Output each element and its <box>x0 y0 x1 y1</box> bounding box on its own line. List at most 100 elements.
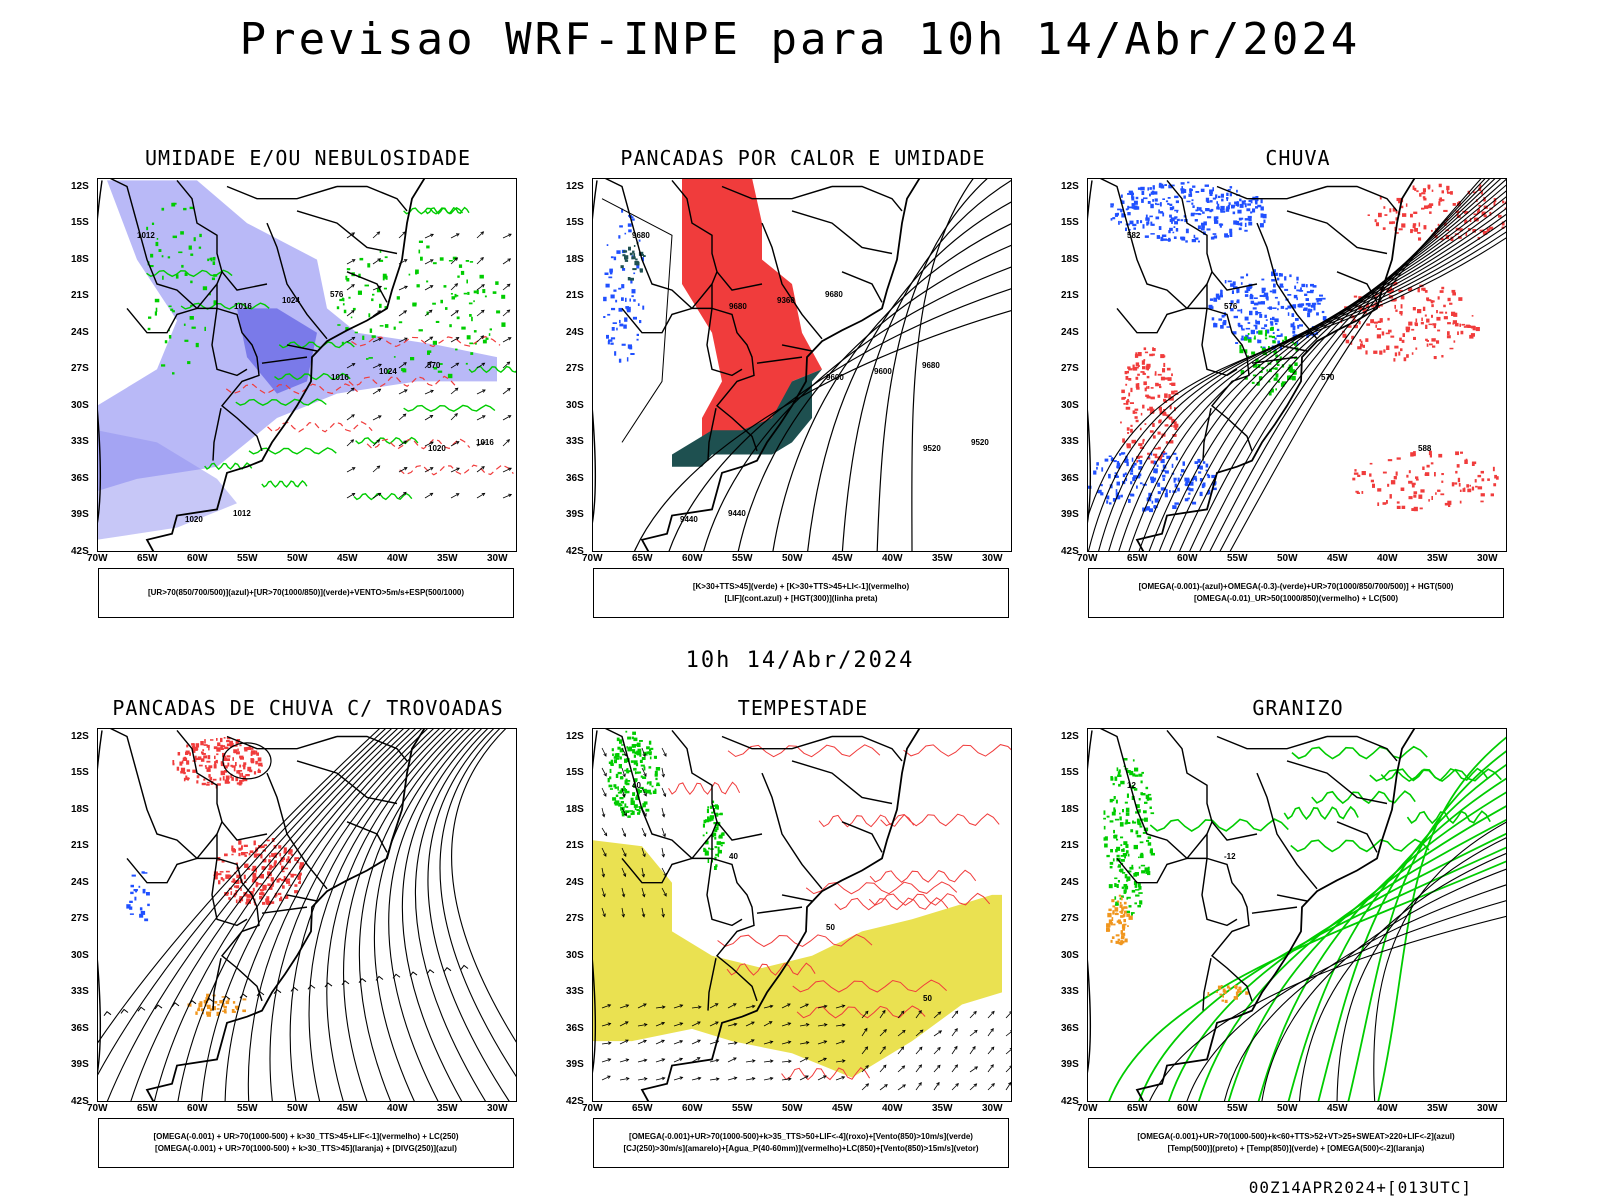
contour-label: 9680 <box>729 302 747 311</box>
lat-tick-label: 33S <box>566 436 584 448</box>
lat-tick-label: 42S <box>1061 546 1079 557</box>
lat-tick-label: 36S <box>71 1022 89 1034</box>
legend-line: [CJ(250)>30m/s](amarelo)+[Agua_P(40-60mm… <box>623 1144 979 1153</box>
lon-tick-label: 60W <box>1177 1103 1198 1114</box>
lat-tick-label: 15S <box>566 217 584 229</box>
lat-tick-label: 24S <box>566 876 584 888</box>
map-panel-pancadas-calor: 9680 9680 9600 9520 9440 9360 9600 9520 9440 9680… <box>592 178 1012 552</box>
lon-tick-label: 55W <box>732 1103 753 1114</box>
lon-tick-label: 40W <box>1377 553 1398 564</box>
lon-tick-label: 35W <box>932 1103 953 1114</box>
lon-tick-label: 45W <box>337 553 358 564</box>
lat-tick-label: 36S <box>71 472 89 484</box>
map-panel-granizo: 12 -12 <box>1087 728 1507 1102</box>
lat-tick-label: 39S <box>566 1059 584 1071</box>
lon-tick-label: 45W <box>1327 553 1348 564</box>
contour-label: 9680 <box>632 231 650 240</box>
lat-tick-label: 27S <box>71 363 89 375</box>
lat-tick-label: 24S <box>71 876 89 888</box>
lon-tick-label: 70W <box>1077 553 1098 564</box>
lat-tick-label: 24S <box>1061 326 1079 338</box>
lat-tick-label: 36S <box>1061 472 1079 484</box>
lat-tick-label: 24S <box>566 326 584 338</box>
lat-tick-label: 36S <box>566 472 584 484</box>
mid-timestamp: 10h 14/Abr/2024 <box>685 648 915 673</box>
lat-tick-label: 18S <box>71 803 89 815</box>
lon-tick-label: 50W <box>782 553 803 564</box>
lon-tick-label: 40W <box>387 553 408 564</box>
lon-tick-label: 40W <box>387 1103 408 1114</box>
contour-label: 9520 <box>971 438 989 447</box>
contour-label: 9680 <box>825 290 843 299</box>
legend-line: [K>30+TTS>45](verde) + [K>30+TTS>45+LI<-… <box>692 582 910 591</box>
lat-tick-label: 21S <box>1061 840 1079 852</box>
contour-label: 12 <box>1127 781 1136 790</box>
lat-tick-label: 39S <box>1061 1059 1079 1071</box>
lat-tick-label: 18S <box>566 803 584 815</box>
lon-tick-label: 65W <box>632 1103 653 1114</box>
lon-tick-label: 35W <box>932 553 953 564</box>
lon-tick-label: 65W <box>1127 553 1148 564</box>
lat-tick-label: 30S <box>1061 949 1079 961</box>
contour-label: 1016 <box>476 438 494 447</box>
contour-label: 40 <box>632 781 641 790</box>
map-panel-pancadas-trovoadas <box>97 728 517 1102</box>
legend-pancadas-trovoadas: [OMEGA(-0.001) + UR>70(1000-500) + k>30_… <box>98 1118 514 1168</box>
lat-tick-label: 30S <box>1061 399 1079 411</box>
lon-tick-label: 55W <box>237 553 258 564</box>
lat-tick-label: 33S <box>1061 986 1079 998</box>
map-graphic-tempestade: 40 40 50 50 <box>592 728 1012 1102</box>
lat-tick-label: 12S <box>566 180 584 192</box>
contour-label: 9360 <box>777 296 795 305</box>
contour-label: 1012 <box>233 509 251 518</box>
lon-tick-label: 65W <box>137 553 158 564</box>
contour-label: 9680 <box>922 361 940 370</box>
lat-tick-label: 21S <box>71 290 89 302</box>
contour-label: 582 <box>1127 231 1141 240</box>
lat-tick-label: 21S <box>1061 290 1079 302</box>
contour-label: -12 <box>1224 852 1236 861</box>
lon-tick-label: 70W <box>1077 1103 1098 1114</box>
legend-granizo: [OMEGA(-0.001)+UR>70(1000-500)+k<60+TTS>… <box>1088 1118 1504 1168</box>
lon-tick-label: 35W <box>437 1103 458 1114</box>
contour-label: 1024 <box>379 367 397 376</box>
contour-label: 570 <box>1321 373 1335 382</box>
contour-label: 9520 <box>923 444 941 453</box>
lat-tick-label: 33S <box>1061 436 1079 448</box>
lat-tick-label: 15S <box>566 767 584 779</box>
legend-chuva: [OMEGA(-0.001)-(azul)+OMEGA(-0.3)-(verde… <box>1088 568 1504 618</box>
contour-label: 1016 <box>331 373 349 382</box>
lat-tick-label: 33S <box>566 986 584 998</box>
lon-tick-label: 55W <box>1227 553 1248 564</box>
contour-label: 1016 <box>234 302 252 311</box>
contour-label: 1020 <box>428 444 446 453</box>
lat-tick-label: 15S <box>71 217 89 229</box>
lat-tick-label: 15S <box>71 767 89 779</box>
lat-tick-label: 27S <box>71 913 89 925</box>
lat-tick-label: 24S <box>71 326 89 338</box>
lat-tick-label: 21S <box>566 840 584 852</box>
lat-tick-label: 12S <box>71 730 89 742</box>
legend-line: [OMEGA(-0.001) + UR>70(1000-500) + k>30_… <box>155 1144 457 1153</box>
lon-tick-label: 65W <box>632 553 653 564</box>
legend-line: [OMEGA(-0.001)-(azul)+OMEGA(-0.3)-(verde… <box>1138 582 1454 591</box>
lat-tick-label: 18S <box>1061 803 1079 815</box>
lon-tick-label: 50W <box>1277 1103 1298 1114</box>
lat-tick-label: 30S <box>71 949 89 961</box>
lon-tick-label: 60W <box>1177 553 1198 564</box>
lat-tick-label: 36S <box>1061 1022 1079 1034</box>
lon-tick-label: 50W <box>287 553 308 564</box>
lat-tick-label: 39S <box>71 509 89 521</box>
lat-tick-label: 30S <box>566 949 584 961</box>
lat-tick-label: 21S <box>566 290 584 302</box>
lat-tick-label: 24S <box>1061 876 1079 888</box>
lon-tick-label: 40W <box>882 553 903 564</box>
lat-tick-label: 15S <box>1061 767 1079 779</box>
lat-tick-label: 15S <box>1061 217 1079 229</box>
lat-tick-label: 42S <box>566 1096 584 1107</box>
lat-tick-label: 33S <box>71 986 89 998</box>
map-panel-chuva: 582 576 570 588 <box>1087 178 1507 552</box>
legend-umidade: [UR>70(850/700/500)](azul)+[UR>70(1000/8… <box>98 568 514 618</box>
legend-line: [OMEGA(-0.001)+UR>70(1000-500)+k<60+TTS>… <box>1137 1132 1455 1141</box>
lon-tick-label: 45W <box>832 553 853 564</box>
